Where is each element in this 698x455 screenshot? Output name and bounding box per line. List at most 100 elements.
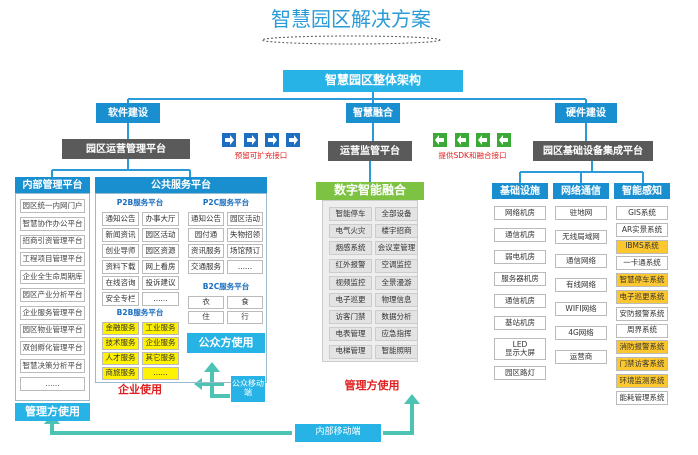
mobile-label: 内部移动端 bbox=[295, 424, 381, 442]
item: 数据分析 bbox=[375, 310, 418, 325]
item: 通信机房 bbox=[494, 294, 546, 308]
item: 安防报警系统 bbox=[616, 306, 668, 321]
item: 商旅服务 bbox=[102, 367, 139, 380]
item: 创业导师 bbox=[102, 244, 139, 258]
item: 技术服务 bbox=[102, 337, 139, 350]
item: 电子巡更 bbox=[329, 293, 372, 307]
platform: 园区运营管理平台 bbox=[62, 139, 190, 159]
item: GIS系统 bbox=[616, 206, 668, 220]
item: 全部设备 bbox=[375, 207, 418, 221]
item: 工业服务 bbox=[142, 322, 179, 335]
item: 通信网络 bbox=[555, 254, 607, 268]
title-underline bbox=[261, 35, 441, 45]
branch: 软件建设 bbox=[96, 103, 160, 123]
sub-header: P2C服务平台 bbox=[202, 197, 250, 207]
panel-header: 数字智能融合 bbox=[316, 182, 424, 200]
item: 企业全生命周期库 bbox=[20, 270, 85, 285]
item: 园区资源 bbox=[142, 244, 179, 258]
item: 招商引资管理平台 bbox=[20, 234, 85, 249]
item: 园区路灯 bbox=[494, 366, 546, 380]
item: 失物招领 bbox=[227, 228, 263, 242]
item: LED 显示大屏 bbox=[494, 338, 546, 360]
item: 网上看房 bbox=[142, 260, 179, 274]
item: 企业服务管理平台 bbox=[20, 305, 85, 320]
item: 电气火灾 bbox=[329, 224, 372, 239]
panel-header: 网络通信 bbox=[553, 183, 609, 199]
sub-header: B2C服务平台 bbox=[202, 281, 250, 291]
item: 新闻资讯 bbox=[102, 228, 139, 242]
item: 双创孵化管理平台 bbox=[20, 341, 85, 356]
item: 电表管理 bbox=[329, 327, 372, 342]
panel-header: 基础设施 bbox=[492, 183, 548, 199]
sub-header: P2B服务平台 bbox=[116, 197, 164, 207]
item: 物理信息 bbox=[375, 293, 418, 307]
item: 楼宇招商 bbox=[375, 224, 418, 239]
item: 园区物业管理平台 bbox=[20, 323, 85, 338]
item: 周界系统 bbox=[616, 323, 668, 338]
mobile-arrows bbox=[50, 370, 414, 435]
item: ...... bbox=[142, 367, 179, 380]
item: 投诉建议 bbox=[142, 276, 179, 290]
item: WIFI网络 bbox=[555, 302, 607, 316]
item: 住 bbox=[188, 311, 224, 324]
item: 电梯管理 bbox=[329, 344, 372, 359]
item: 工程项目管理平台 bbox=[20, 252, 85, 267]
item: 通知公告 bbox=[102, 212, 139, 226]
item: 视频监控 bbox=[329, 275, 372, 290]
panel bbox=[95, 193, 267, 383]
item: 网络机房 bbox=[494, 206, 546, 220]
item: 企业服务 bbox=[142, 337, 179, 350]
item: 场馆预订 bbox=[227, 244, 263, 258]
item: 园区活动 bbox=[227, 212, 263, 226]
usage-label: 管理方使用 bbox=[344, 378, 400, 392]
item: 交通服务 bbox=[188, 260, 224, 274]
item: ...... bbox=[227, 260, 263, 274]
item: 电子巡更系统 bbox=[616, 290, 668, 304]
item: 有线网络 bbox=[555, 278, 607, 292]
item: 安全专栏 bbox=[102, 292, 139, 306]
item: 服务器机房 bbox=[494, 272, 546, 286]
item: 园付通 bbox=[188, 228, 224, 242]
item: 园区统一内网门户 bbox=[20, 199, 85, 213]
item: 应急指挥 bbox=[375, 327, 418, 342]
item: 运营商 bbox=[555, 350, 607, 364]
item: 行 bbox=[227, 311, 263, 324]
mobile-label: 公众移动端 bbox=[231, 376, 265, 402]
item: 人才服务 bbox=[102, 352, 139, 365]
item: 门禁访客系统 bbox=[616, 357, 668, 372]
item: 智能照明 bbox=[375, 344, 418, 359]
item: 园区活动 bbox=[142, 228, 179, 242]
interface-note: 提供SDK和融合接口 bbox=[438, 150, 507, 160]
panel-header: 智能感知 bbox=[614, 183, 670, 199]
item: 金融服务 bbox=[102, 322, 139, 335]
panel-header: 内部管理平台 bbox=[15, 177, 90, 193]
item: 能耗管理系统 bbox=[616, 390, 668, 405]
item: 办事大厅 bbox=[142, 212, 179, 226]
item: 资料下载 bbox=[102, 260, 139, 274]
item: 智慧停车系统 bbox=[616, 273, 668, 288]
item: 消防报警系统 bbox=[616, 340, 668, 355]
item: AR实景系统 bbox=[616, 222, 668, 237]
green-arrows bbox=[433, 133, 511, 147]
item: 烟感系统 bbox=[329, 241, 372, 256]
item: 智能停车 bbox=[329, 207, 372, 221]
interface-note: 预留可扩充接口 bbox=[234, 150, 288, 160]
item: 其它服务 bbox=[142, 352, 179, 365]
branch: 硬件建设 bbox=[555, 103, 617, 123]
blue-arrows bbox=[222, 133, 300, 147]
item: 无线局域网 bbox=[555, 230, 607, 244]
platform: 园区基础设备集成平台 bbox=[533, 141, 653, 161]
item: IBMS系统 bbox=[616, 239, 668, 254]
item: 智慧决策分析平台 bbox=[20, 359, 85, 374]
item: ...... bbox=[142, 292, 179, 306]
item: 食 bbox=[227, 296, 263, 309]
item: 智慧协作办公平台 bbox=[20, 216, 85, 231]
title: 智慧园区解决方案 bbox=[271, 7, 431, 31]
item: 一卡通系统 bbox=[616, 256, 668, 271]
item: ...... bbox=[20, 377, 85, 391]
panel bbox=[15, 193, 90, 401]
item: 全景漫游 bbox=[375, 275, 418, 290]
item: 环境监测系统 bbox=[616, 374, 668, 388]
